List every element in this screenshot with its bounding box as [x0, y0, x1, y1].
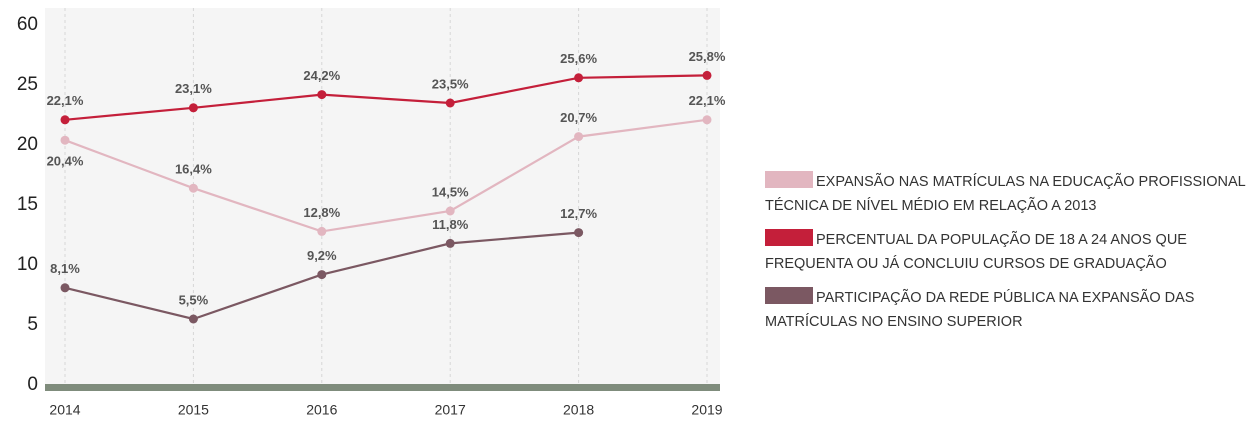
data-label: 5,5% — [179, 292, 209, 307]
data-point — [188, 183, 198, 193]
data-label: 22,1% — [689, 93, 726, 108]
y-tick-label: 5 — [27, 314, 38, 335]
data-point — [574, 73, 584, 83]
data-label: 11,8% — [432, 217, 469, 232]
y-tick-label: 20 — [17, 134, 38, 155]
data-point — [188, 103, 198, 113]
y-tick-label: 10 — [17, 254, 38, 275]
legend-swatch — [765, 287, 813, 304]
legend-label: PERCENTUAL DA POPULAÇÃO DE 18 A 24 ANOS … — [765, 232, 1187, 272]
y-tick-label: 15 — [17, 194, 38, 215]
data-label: 12,8% — [303, 205, 340, 220]
data-label: 8,1% — [50, 261, 80, 276]
data-point — [574, 132, 584, 142]
x-tick-label: 2018 — [563, 402, 594, 418]
data-label: 25,6% — [560, 51, 597, 66]
data-label: 12,7% — [560, 206, 597, 221]
data-point — [445, 98, 455, 108]
x-tick-label: 2015 — [178, 402, 209, 418]
x-tick-label: 2016 — [306, 402, 337, 418]
series-line — [64, 118, 708, 233]
legend-entry: PARTICIPAÇÃO DA REDE PÚBLICA NA EXPANSÃO… — [765, 286, 1248, 334]
data-point — [317, 270, 327, 280]
y-tick-label: 0 — [27, 374, 38, 395]
data-point — [317, 90, 327, 100]
data-label: 14,5% — [432, 184, 469, 199]
data-label: 23,5% — [432, 76, 469, 91]
data-point — [445, 206, 455, 216]
data-point — [445, 238, 455, 248]
legend-label: EXPANSÃO NAS MATRÍCULAS NA EDUCAÇÃO PROF… — [765, 174, 1246, 214]
legend-label: PARTICIPAÇÃO DA REDE PÚBLICA NA EXPANSÃO… — [765, 290, 1195, 330]
data-point — [702, 70, 712, 80]
legend-entry: EXPANSÃO NAS MATRÍCULAS NA EDUCAÇÃO PROF… — [765, 170, 1248, 218]
baseline — [45, 384, 720, 391]
y-tick-label: 60 — [17, 14, 38, 35]
x-tick-label: 2014 — [49, 402, 80, 418]
y-tick-label: 25 — [17, 74, 38, 95]
data-label: 23,1% — [175, 81, 212, 96]
legend-swatch — [765, 229, 813, 246]
legend-entry: PERCENTUAL DA POPULAÇÃO DE 18 A 24 ANOS … — [765, 228, 1248, 276]
x-tick-label: 2017 — [435, 402, 466, 418]
data-point — [317, 226, 327, 236]
data-point — [702, 115, 712, 125]
data-label: 25,8% — [689, 49, 726, 64]
data-point — [188, 314, 198, 324]
data-point — [574, 228, 584, 238]
legend: EXPANSÃO NAS MATRÍCULAS NA EDUCAÇÃO PROF… — [765, 170, 1248, 344]
data-label: 24,2% — [303, 68, 340, 83]
data-label: 20,7% — [560, 110, 597, 125]
data-label: 20,4% — [47, 154, 84, 169]
data-label: 22,1% — [47, 93, 84, 108]
series-line — [64, 74, 708, 121]
legend-swatch — [765, 171, 813, 188]
data-point — [60, 283, 70, 293]
x-tick-label: 2019 — [691, 402, 722, 418]
plot-background — [45, 8, 720, 385]
chart: 2014 2015 2016 2017 2018 2019 0 5 10 15 20 25 60 20,4… — [17, 8, 726, 418]
data-point — [60, 135, 70, 145]
data-label: 16,4% — [175, 162, 212, 177]
data-point — [60, 115, 70, 125]
data-label: 9,2% — [307, 248, 337, 263]
